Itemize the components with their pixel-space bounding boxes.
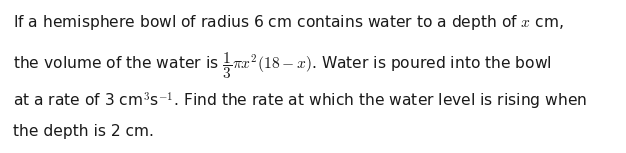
- Text: If a hemisphere bowl of radius 6 cm contains water to a depth of $x$ cm,: If a hemisphere bowl of radius 6 cm cont…: [13, 13, 564, 32]
- Text: at a rate of 3 cm$^3$s$^{-1}$. Find the rate at which the water level is rising : at a rate of 3 cm$^3$s$^{-1}$. Find the …: [13, 91, 587, 112]
- Text: the depth is 2 cm.: the depth is 2 cm.: [13, 124, 154, 139]
- Text: the volume of the water is $\dfrac{1}{3}\pi x^2(18-x)$. Water is poured into the: the volume of the water is $\dfrac{1}{3}…: [13, 50, 552, 81]
